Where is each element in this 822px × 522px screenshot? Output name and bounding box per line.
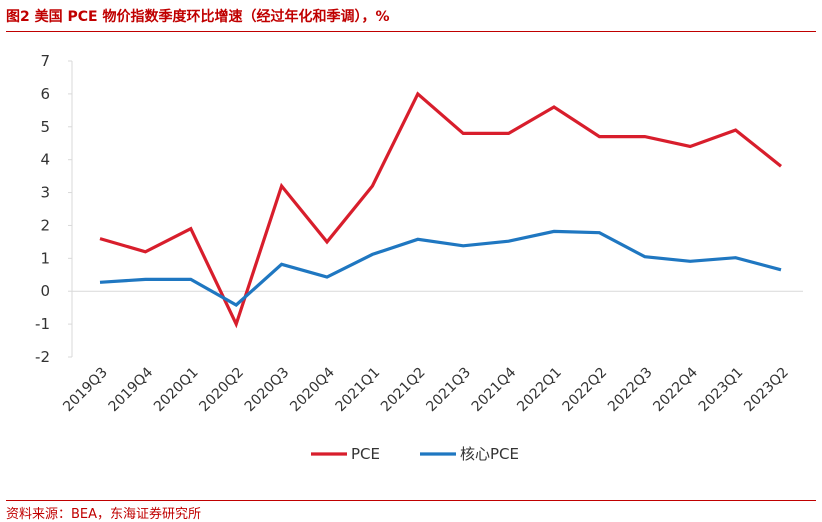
- x-tick-label: 2020Q2: [196, 365, 247, 416]
- source-divider: [6, 500, 816, 501]
- legend-label: PCE: [351, 445, 380, 463]
- x-tick-label: 2022Q1: [514, 365, 565, 416]
- x-tick-label: 2021Q2: [378, 365, 429, 416]
- x-tick-label: 2020Q1: [151, 365, 202, 416]
- y-tick-label: -1: [35, 315, 50, 333]
- y-tick-label: 2: [40, 216, 50, 234]
- y-tick-label: 3: [40, 184, 50, 202]
- x-tick-label: 2019Q4: [106, 364, 157, 415]
- x-tick-label: 2021Q4: [469, 364, 520, 415]
- series-line-pce: [100, 94, 781, 324]
- axes: -2-1012345672019Q32019Q42020Q12020Q22020…: [35, 52, 803, 415]
- y-tick-label: -2: [35, 348, 50, 366]
- x-tick-label: 2022Q3: [605, 365, 656, 416]
- x-tick-label: 2023Q1: [696, 365, 747, 416]
- y-tick-label: 0: [40, 282, 50, 300]
- y-tick-label: 5: [40, 118, 50, 136]
- x-tick-label: 2021Q3: [423, 365, 474, 416]
- x-tick-label: 2023Q2: [741, 365, 792, 416]
- x-tick-label: 2022Q2: [560, 365, 611, 416]
- x-tick-label: 2022Q4: [650, 364, 701, 415]
- y-tick-label: 6: [40, 85, 50, 103]
- y-tick-label: 4: [40, 151, 50, 169]
- legend: PCE 核心PCE: [311, 445, 519, 463]
- series-lines: [100, 94, 781, 324]
- x-tick-label: 2021Q1: [333, 365, 384, 416]
- y-tick-label: 1: [40, 249, 50, 267]
- series-line-core-pce: [100, 231, 781, 305]
- line-chart: -2-1012345672019Q32019Q42020Q12020Q22020…: [0, 0, 822, 500]
- x-tick-label: 2020Q3: [242, 365, 293, 416]
- y-tick-label: 7: [40, 52, 50, 70]
- x-tick-label: 2019Q3: [60, 365, 111, 416]
- legend-label: 核心PCE: [460, 445, 519, 463]
- source-note: 资料来源：BEA，东海证券研究所: [6, 503, 201, 522]
- x-tick-label: 2020Q4: [287, 364, 338, 415]
